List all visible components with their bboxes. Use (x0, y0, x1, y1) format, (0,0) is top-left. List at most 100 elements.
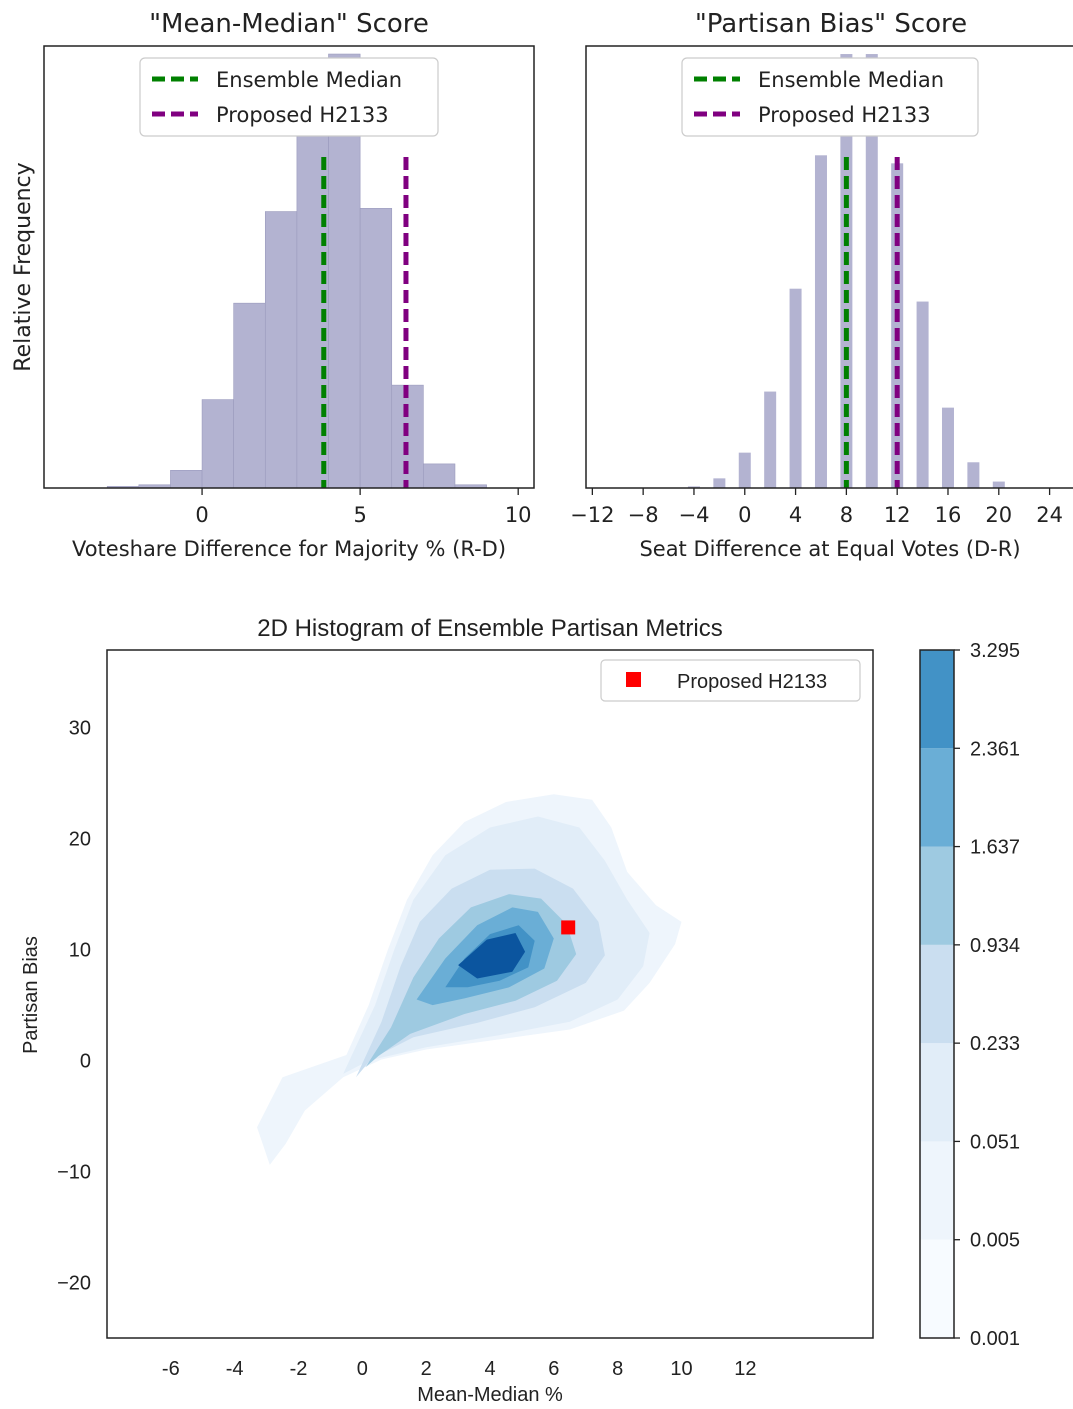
partisan-bias-xtick-label-1: −8 (628, 503, 659, 527)
heatmap-ytick-label-0: −20 (57, 1273, 91, 1295)
partisan-bias-xtick-label-8: 20 (985, 503, 1012, 527)
partisan-bias-bar-11 (967, 462, 980, 488)
mean-median-xlabel: Voteshare Difference for Majority % (R-D… (72, 537, 506, 561)
relative-frequency-label: Relative Frequency (11, 162, 36, 371)
partisan-bias-bar-1 (713, 478, 726, 488)
colorbar-tick-label-2: 0.051 (970, 1131, 1020, 1153)
mean-median-histogram: "Mean-Median" Score Relative Frequency 0… (11, 9, 535, 561)
colorbar-tick-label-1: 0.005 (970, 1230, 1020, 1252)
heatmap-xtick-label-2: -2 (290, 1358, 308, 1380)
mean-median-bar-2 (170, 470, 203, 489)
mean-median-bar-4 (233, 302, 266, 489)
colorbar-frame (919, 649, 955, 1339)
partisan-bias-bar-12 (992, 481, 1005, 488)
mean-median-xtick-label-0: 0 (195, 503, 208, 527)
mean-median-xtick-label-2: 10 (505, 503, 532, 527)
partisan-bias-ylabel: Partisan Bias (20, 936, 42, 1054)
legend-box (600, 659, 861, 702)
colorbar-band-1 (920, 1141, 954, 1240)
mean-median-bar-10 (423, 463, 456, 489)
partisan-bias-bar-2 (738, 452, 751, 488)
mean-median-bar-8 (359, 208, 393, 489)
partisan-bias-bar-5 (814, 155, 827, 488)
heatmap-xtick-label-6: 6 (548, 1358, 559, 1380)
colorbar-tick-label-7: 3.295 (970, 640, 1020, 662)
ensemble-2d-histogram: 2D Histogram of Ensemble Partisan Metric… (20, 615, 1020, 1406)
partisan-bias-xtick-label-6: 12 (884, 503, 911, 527)
density-contour-6 (458, 933, 526, 979)
heatmap-xtick-label-3: 0 (357, 1358, 368, 1380)
colorbar-tick-label-3: 0.233 (970, 1033, 1020, 1055)
mean-median-legend: Ensemble Median Proposed H2133 (139, 57, 439, 137)
colorbar-tick-label-6: 2.361 (970, 738, 1020, 760)
legend-proposed-square (626, 672, 641, 687)
partisan-bias-legend: Ensemble Median Proposed H2133 (681, 57, 979, 137)
partisan-bias-vlines (843, 157, 900, 488)
partisan-bias-xtick-label-4: 4 (789, 503, 802, 527)
mean-median-xlabel-2d: Mean-Median % (417, 1384, 563, 1406)
heatmap-ytick-label-2: 0 (80, 1051, 91, 1073)
partisan-bias-bar-4 (789, 288, 802, 488)
proposed-h2133-marker (561, 920, 576, 935)
partisan-bias-bar-7 (865, 54, 878, 488)
partisan-bias-xtick-label-2: −4 (678, 503, 709, 527)
colorbar-ticks: 0.001 0.005 0.051 0.233 0.934 1.637 2.361 3.295 (954, 640, 1020, 1350)
heatmap-xtick-label-9: 12 (734, 1358, 756, 1380)
colorbar-tick-label-0: 0.001 (970, 1328, 1020, 1350)
partisan-bias-xtick-label-3: 0 (738, 503, 751, 527)
mean-median-xticks: 0 5 10 (195, 488, 532, 527)
heatmap-ytick-label-3: 10 (69, 940, 91, 962)
mean-median-bar-3 (201, 399, 234, 489)
colorbar-band-5 (920, 748, 954, 847)
heatmap-xtick-label-7: 8 (612, 1358, 623, 1380)
heatmap-xtick-label-4: 2 (421, 1358, 432, 1380)
partisan-bias-xtick-label-5: 8 (840, 503, 853, 527)
heatmap-ytick-label-1: −10 (57, 1162, 91, 1184)
heatmap-ytick-label-4: 20 (69, 829, 91, 851)
mean-median-xtick-label-1: 5 (353, 503, 366, 527)
mean-median-axes-frame (43, 45, 535, 489)
legend-ensemble-median-label: Ensemble Median (758, 68, 944, 92)
heatmap-axes-frame (106, 649, 874, 1339)
partisan-bias-title: "Partisan Bias" Score (695, 9, 967, 39)
colorbar-tick-label-5: 1.637 (970, 837, 1020, 859)
mean-median-title: "Mean-Median" Score (149, 9, 429, 39)
heatmap-xtick-label-8: 10 (670, 1358, 692, 1380)
density-contours (257, 794, 682, 1165)
heatmap-xtick-label-5: 4 (484, 1358, 495, 1380)
partisan-bias-histogram: "Partisan Bias" Score −12 −8 −4 0 4 8 12 16 20 24… (570, 9, 1073, 561)
partisan-bias-bar-3 (764, 391, 777, 488)
partisan-bias-bar-0 (687, 486, 700, 488)
partisan-bias-xticks: −12 −8 −4 0 4 8 12 16 20 24 (570, 488, 1063, 527)
partisan-bias-xtick-label-0: −12 (570, 503, 614, 527)
partisan-bias-bar-9 (916, 301, 929, 488)
partisan-bias-xlabel: Seat Difference at Equal Votes (D-R) (639, 537, 1020, 561)
heatmap-legend: Proposed H2133 (600, 659, 861, 702)
legend-ensemble-median-label: Ensemble Median (216, 68, 402, 92)
colorbar-band-4 (920, 846, 954, 945)
partisan-bias-xtick-label-7: 16 (935, 503, 962, 527)
colorbar-band-6 (920, 650, 954, 749)
colorbar-band-3 (920, 944, 954, 1044)
legend-box (139, 57, 439, 137)
mean-median-vlines (321, 157, 409, 488)
partisan-bias-bar-8 (891, 163, 904, 488)
legend-box (681, 57, 979, 137)
legend-proposed-label: Proposed H2133 (677, 671, 827, 693)
legend-proposed-label: Proposed H2133 (758, 103, 931, 127)
heatmap-xtick-label-0: -6 (162, 1358, 180, 1380)
colorbar-band-0 (920, 1239, 954, 1338)
partisan-bias-axes-frame (585, 45, 1073, 489)
heatmap-xtick-label-1: -4 (226, 1358, 244, 1380)
heatmap-xticks: -6 -4 -2 0 2 4 6 8 10 12 (162, 1358, 757, 1380)
colorbar (920, 650, 954, 1338)
heatmap-ytick-label-5: 30 (69, 718, 91, 740)
heatmap-yticks: −20 −10 0 10 20 30 (57, 718, 91, 1295)
colorbar-tick-label-4: 0.934 (970, 935, 1020, 957)
mean-median-bar-5 (264, 211, 298, 489)
partisan-bias-xtick-label-9: 24 (1036, 503, 1063, 527)
partisan-bias-bar-10 (941, 407, 954, 488)
colorbar-band-2 (920, 1043, 954, 1142)
heatmap-title: 2D Histogram of Ensemble Partisan Metric… (257, 615, 723, 642)
